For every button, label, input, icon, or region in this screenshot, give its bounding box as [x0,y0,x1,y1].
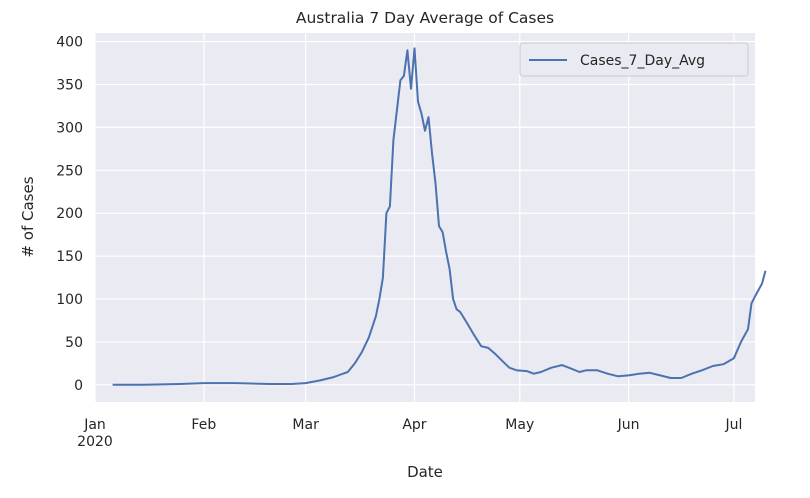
legend: Cases_7_Day_Avg [519,42,749,77]
y-tick-label: 400 [56,35,83,51]
y-tick-label: 50 [65,335,83,351]
y-tick-label: 300 [56,120,83,136]
y-tick-label: 350 [56,77,83,93]
x-tick-label: May [505,417,534,433]
y-tick-label: 150 [56,249,83,265]
series-layer [112,47,767,386]
x-tick-label: Jun [617,417,640,433]
y-axis-ticks: 0 50 100 150 200 250 300 350 400 [56,35,83,394]
chart-title: Australia 7 Day Average of Cases [296,9,554,27]
x-tick-label: Feb [191,417,216,433]
x-tick-label: Apr [402,417,426,433]
series-line-0 [112,47,767,386]
y-tick-label: 250 [56,163,83,179]
legend-box [519,42,749,77]
x-tick-label: Mar [292,417,319,433]
y-tick-label: 0 [74,378,83,394]
y-tick-label: 200 [56,206,83,222]
x-tick-label: Jul [724,417,742,433]
y-tick-label: 100 [56,292,83,308]
x-axis-title: Date [407,463,443,481]
x-tick-label: Jan [83,417,106,433]
y-axis-title: # of Cases [19,176,37,257]
gridlines [94,33,755,402]
x-tick-sublabel: 2020 [77,434,113,450]
plot-area [95,33,755,402]
legend-label-cases-7-day-avg: Cases_7_Day_Avg [580,53,705,69]
